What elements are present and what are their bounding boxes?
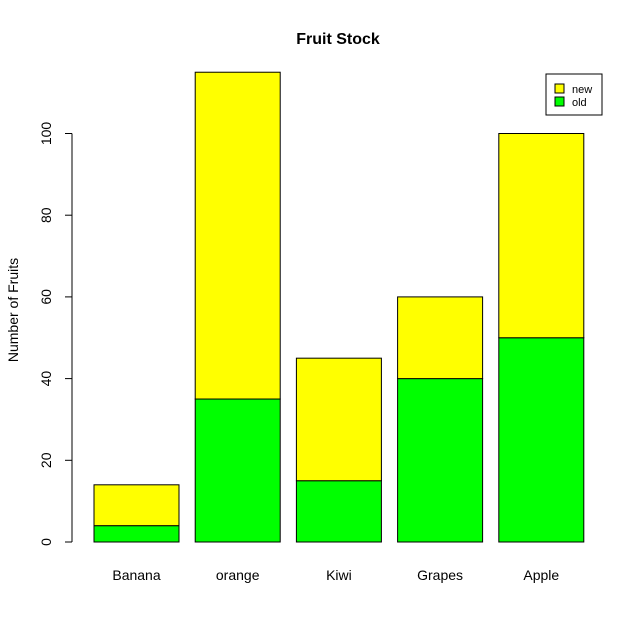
bar-old-apple bbox=[498, 337, 585, 543]
y-tick-label: 0 bbox=[38, 538, 54, 546]
y-tick-label: 40 bbox=[38, 371, 54, 387]
x-tick-label: Apple bbox=[523, 567, 559, 583]
x-tick-label: Kiwi bbox=[326, 567, 352, 583]
x-tick-label: Banana bbox=[112, 567, 160, 583]
legend-label-new: new bbox=[572, 84, 592, 96]
x-tick-label: Grapes bbox=[417, 567, 463, 583]
x-tick-label: orange bbox=[216, 567, 260, 583]
bar-new-banana bbox=[93, 484, 180, 527]
x-axis-labels: Banana orange Kiwi Grapes Apple bbox=[112, 567, 559, 583]
bar-old-grapes bbox=[397, 378, 484, 543]
bar-old-kiwi bbox=[295, 480, 382, 543]
bar-new-kiwi bbox=[295, 357, 382, 482]
y-axis: 0 20 40 60 80 100 bbox=[38, 122, 73, 546]
legend-box bbox=[545, 73, 603, 116]
bars-group bbox=[93, 71, 585, 543]
y-axis-label: Number of Fruits bbox=[5, 258, 21, 362]
y-tick-label: 100 bbox=[38, 122, 54, 146]
legend-swatch-old bbox=[554, 96, 565, 107]
y-tick-label: 60 bbox=[38, 289, 54, 305]
bar-new-orange bbox=[194, 71, 281, 400]
y-tick-label: 80 bbox=[38, 207, 54, 223]
legend-swatch-new bbox=[554, 83, 565, 94]
legend-label-old: old bbox=[572, 97, 587, 109]
y-tick-label: 20 bbox=[38, 452, 54, 468]
chart-title: Fruit Stock bbox=[296, 31, 380, 48]
bar-old-orange bbox=[194, 398, 281, 543]
bar-old-banana bbox=[93, 525, 180, 543]
bar-new-grapes bbox=[397, 296, 484, 380]
bar-new-apple bbox=[498, 133, 585, 339]
